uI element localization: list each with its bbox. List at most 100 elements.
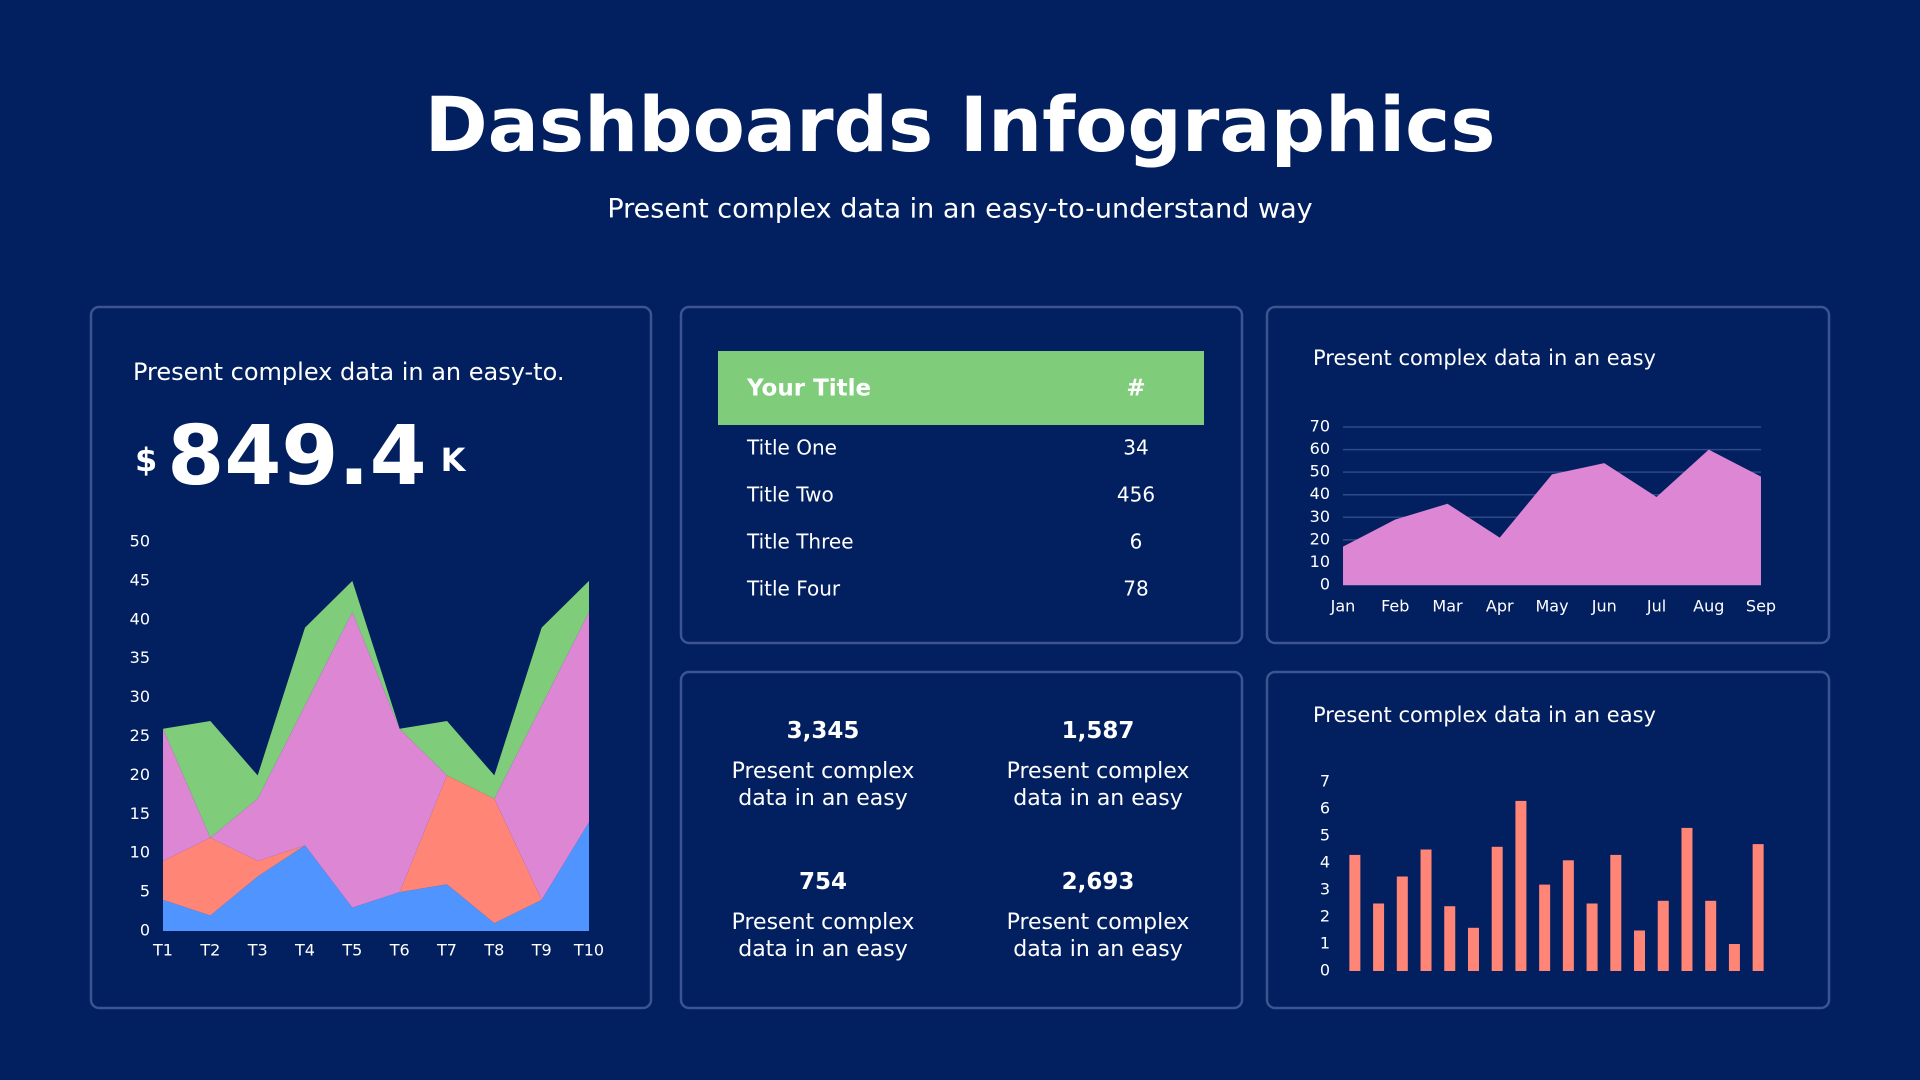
table-cell: 34 [1123, 436, 1148, 460]
bar [1728, 944, 1740, 971]
y-tick-label: 0 [1320, 575, 1330, 594]
x-tick-label: Sep [1746, 597, 1776, 616]
area [163, 775, 589, 924]
area [1343, 449, 1761, 585]
kpi: $849.4 K [135, 409, 467, 504]
bar [1681, 827, 1693, 971]
stat-value: 1,587 [1061, 718, 1135, 744]
bar [1467, 927, 1479, 971]
bar [1586, 903, 1598, 971]
y-tick-label: 5 [140, 882, 150, 901]
y-tick-label: 10 [1310, 552, 1330, 571]
stat-text: Present complex data in an easy [1006, 759, 1190, 811]
panel [1265, 305, 1831, 645]
area [163, 612, 589, 908]
stat-value: 2,693 [1061, 869, 1135, 895]
bar [1396, 876, 1408, 971]
x-tick-label: Jun [1591, 597, 1617, 616]
bar [1373, 903, 1385, 971]
y-tick-label: 1 [1320, 934, 1330, 953]
bar [1705, 900, 1717, 971]
y-tick-label: 30 [130, 687, 150, 706]
x-tick-label: T1 [152, 941, 173, 960]
y-tick-label: 20 [130, 765, 150, 784]
x-tick-label: T4 [294, 941, 315, 960]
bar [1420, 849, 1432, 971]
y-tick-label: 7 [1320, 772, 1330, 791]
panel [1265, 670, 1831, 1010]
table-header-bg [718, 351, 1204, 425]
x-tick-label: T9 [531, 941, 552, 960]
y-tick-label: 70 [1310, 417, 1330, 436]
table-header: Your Title [746, 376, 871, 402]
x-tick-label: Mar [1432, 597, 1463, 616]
x-tick-label: Aug [1693, 597, 1724, 616]
y-tick-label: 0 [140, 921, 150, 940]
y-tick-label: 10 [130, 843, 150, 862]
table-cell: Title Two [746, 483, 834, 507]
y-tick-label: 40 [130, 609, 150, 628]
x-tick-label: T6 [389, 941, 410, 960]
y-tick-label: 35 [130, 648, 150, 667]
table-cell: Title Four [746, 577, 841, 601]
table-cell: Title Three [746, 530, 854, 554]
area [163, 580, 589, 838]
x-tick-label: May [1535, 597, 1568, 616]
x-tick-label: Jul [1646, 597, 1666, 616]
chart-title: Present complex data in an easy [1313, 346, 1656, 370]
y-tick-label: 45 [130, 570, 150, 589]
stat: 2,693 Present complex data in an easy [988, 869, 1208, 963]
panel [89, 305, 653, 1010]
panels [89, 305, 1831, 1010]
y-tick-label: 50 [1310, 462, 1330, 481]
x-tick-label: Jan [1330, 597, 1356, 616]
table-cell: 78 [1123, 577, 1148, 601]
bar [1562, 860, 1574, 971]
bar [1634, 930, 1646, 971]
kpi-prefix: $ [135, 441, 157, 479]
stat-value: 3,345 [786, 718, 860, 744]
bar [1539, 884, 1551, 971]
x-tick-label: T2 [199, 941, 220, 960]
area [163, 822, 589, 931]
chart-title: Present complex data in an easy [1313, 703, 1656, 727]
y-tick-label: 5 [1320, 826, 1330, 845]
y-tick-label: 60 [1310, 439, 1330, 458]
bar [1610, 854, 1622, 971]
kpi-value: 849.4 [167, 409, 426, 504]
bar [1515, 800, 1527, 971]
y-tick-label: 30 [1310, 507, 1330, 526]
y-tick-label: 20 [1310, 529, 1330, 548]
bar [1444, 906, 1456, 971]
x-tick-label: T8 [483, 941, 504, 960]
y-tick-label: 50 [130, 532, 150, 551]
x-tick-label: Feb [1381, 597, 1409, 616]
table-cell: 456 [1117, 483, 1155, 507]
stat: 1,587 Present complex data in an easy [988, 718, 1208, 812]
x-tick-label: T5 [341, 941, 362, 960]
table-cell: 6 [1130, 530, 1143, 554]
y-tick-label: 3 [1320, 880, 1330, 899]
bar [1349, 854, 1361, 971]
panel [679, 305, 1244, 645]
title: Dashboards Infographics [425, 80, 1496, 169]
stat-text: Present complex data in an easy [731, 759, 915, 811]
subtitle: Present complex data in an easy-to-under… [607, 194, 1312, 225]
y-tick-label: 0 [1320, 961, 1330, 980]
bar [1491, 846, 1503, 971]
bar [1657, 900, 1669, 971]
stat: 754 Present complex data in an easy [713, 869, 933, 963]
x-tick-label: T10 [573, 941, 604, 960]
y-tick-label: 40 [1310, 484, 1330, 503]
y-tick-label: 4 [1320, 853, 1330, 872]
stat-text: Present complex data in an easy [731, 910, 915, 962]
x-tick-label: T7 [436, 941, 457, 960]
kpi-suffix: K [441, 441, 467, 479]
y-tick-label: 25 [130, 726, 150, 745]
stat-text: Present complex data in an easy [1006, 910, 1190, 962]
x-tick-label: Apr [1486, 597, 1514, 616]
stat: 3,345 Present complex data in an easy [713, 718, 933, 812]
y-tick-label: 2 [1320, 907, 1330, 926]
